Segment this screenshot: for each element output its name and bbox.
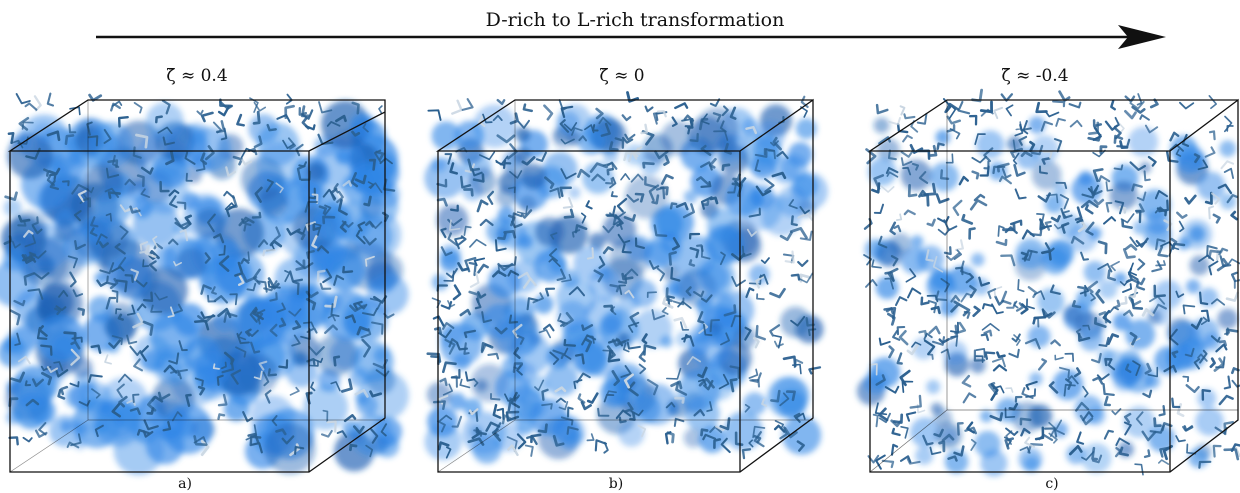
panel-b: ζ̄ ≈ 0 b) (424, 66, 828, 492)
panel-a-label: a) (178, 476, 192, 492)
panel-b-box (435, 98, 814, 473)
transformation-title: D-rich to L-rich transformation (486, 9, 785, 31)
panel-c-zeta: ζ̄ ≈ -0.4 (1001, 66, 1068, 86)
panel-b-zeta: ζ̄ ≈ 0 (599, 66, 644, 86)
panel-b-label: b) (609, 476, 623, 492)
panel-a: ζ̄ ≈ 0.4 a) (0, 66, 409, 492)
panel-a-cloud (0, 92, 409, 476)
panel-c-label: c) (1045, 476, 1058, 492)
panel-a-box (7, 99, 386, 473)
panel-a-zeta: ζ̄ ≈ 0.4 (166, 66, 227, 86)
transformation-arrow (96, 25, 1166, 49)
panel-c-cloud (856, 88, 1240, 477)
panel-c: ζ̄ ≈ -0.4 c) (856, 66, 1240, 492)
panel-b-cloud (424, 91, 828, 464)
panel-c-box (867, 98, 1239, 473)
